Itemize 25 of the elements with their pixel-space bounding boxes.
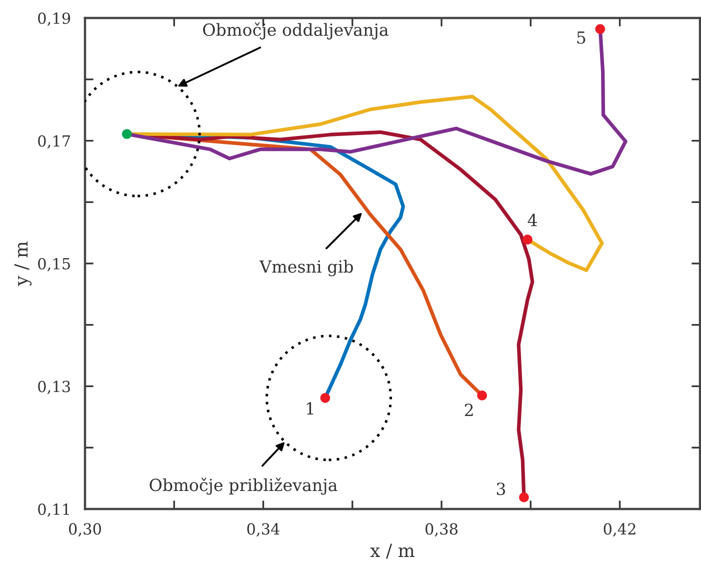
x-tick-label: 0,42 — [604, 523, 636, 537]
y-tick-label: 0,13 — [38, 380, 70, 394]
point — [519, 492, 529, 502]
series-label: 5 — [577, 31, 586, 44]
point — [320, 393, 330, 403]
annotation: Območje oddaljevanja — [203, 22, 388, 40]
annotation: Vmesni gib — [259, 260, 353, 276]
point — [122, 129, 132, 139]
y-tick-label: 0,11 — [38, 503, 69, 517]
y-axis-title: y / m — [14, 242, 32, 286]
point — [522, 234, 532, 244]
annotation: Območje približevanja — [150, 478, 338, 495]
x-tick-label: 0,34 — [247, 523, 280, 537]
x-tick-label: 0,38 — [426, 523, 458, 537]
series-label: 1 — [306, 402, 314, 415]
y-tick-label: 0,15 — [38, 258, 70, 272]
x-tick-label: 0,30 — [69, 523, 101, 537]
y-tick-label: 0,17 — [38, 135, 70, 149]
point — [477, 390, 487, 400]
x-axis-title: x / m — [370, 544, 414, 559]
y-tick-label: 0,19 — [38, 12, 70, 26]
series-label: 2 — [464, 404, 473, 416]
series-label: 4 — [528, 214, 537, 226]
series-label: 3 — [496, 482, 506, 496]
point — [595, 24, 606, 34]
